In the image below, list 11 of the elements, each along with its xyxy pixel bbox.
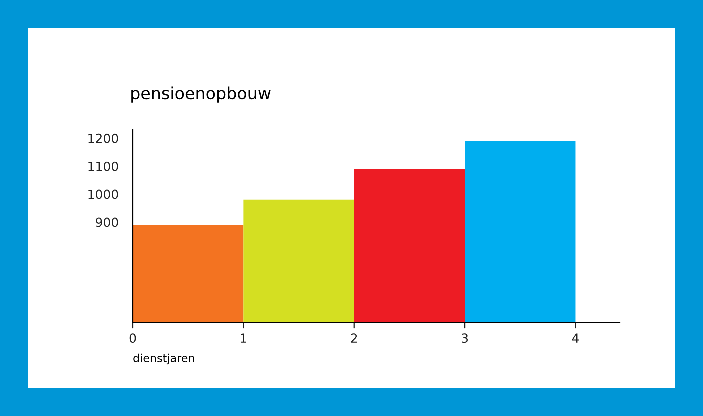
x-tick-label: 4 <box>572 334 580 343</box>
y-tick-label: 1000 <box>88 190 118 200</box>
y-tick-label: 1200 <box>88 134 118 144</box>
x-tick-label: 0 <box>130 334 136 344</box>
x-tick-label: 1 <box>241 334 247 343</box>
y-tick-label: 900 <box>96 218 118 228</box>
x-tick-label: 2 <box>351 334 358 343</box>
x-tick-label: 3 <box>462 334 468 344</box>
chart-title: pensioenopbouw <box>132 86 271 103</box>
y-tick-label: 1100 <box>88 162 118 172</box>
x-axis-title: dienstjaren <box>134 354 194 365</box>
